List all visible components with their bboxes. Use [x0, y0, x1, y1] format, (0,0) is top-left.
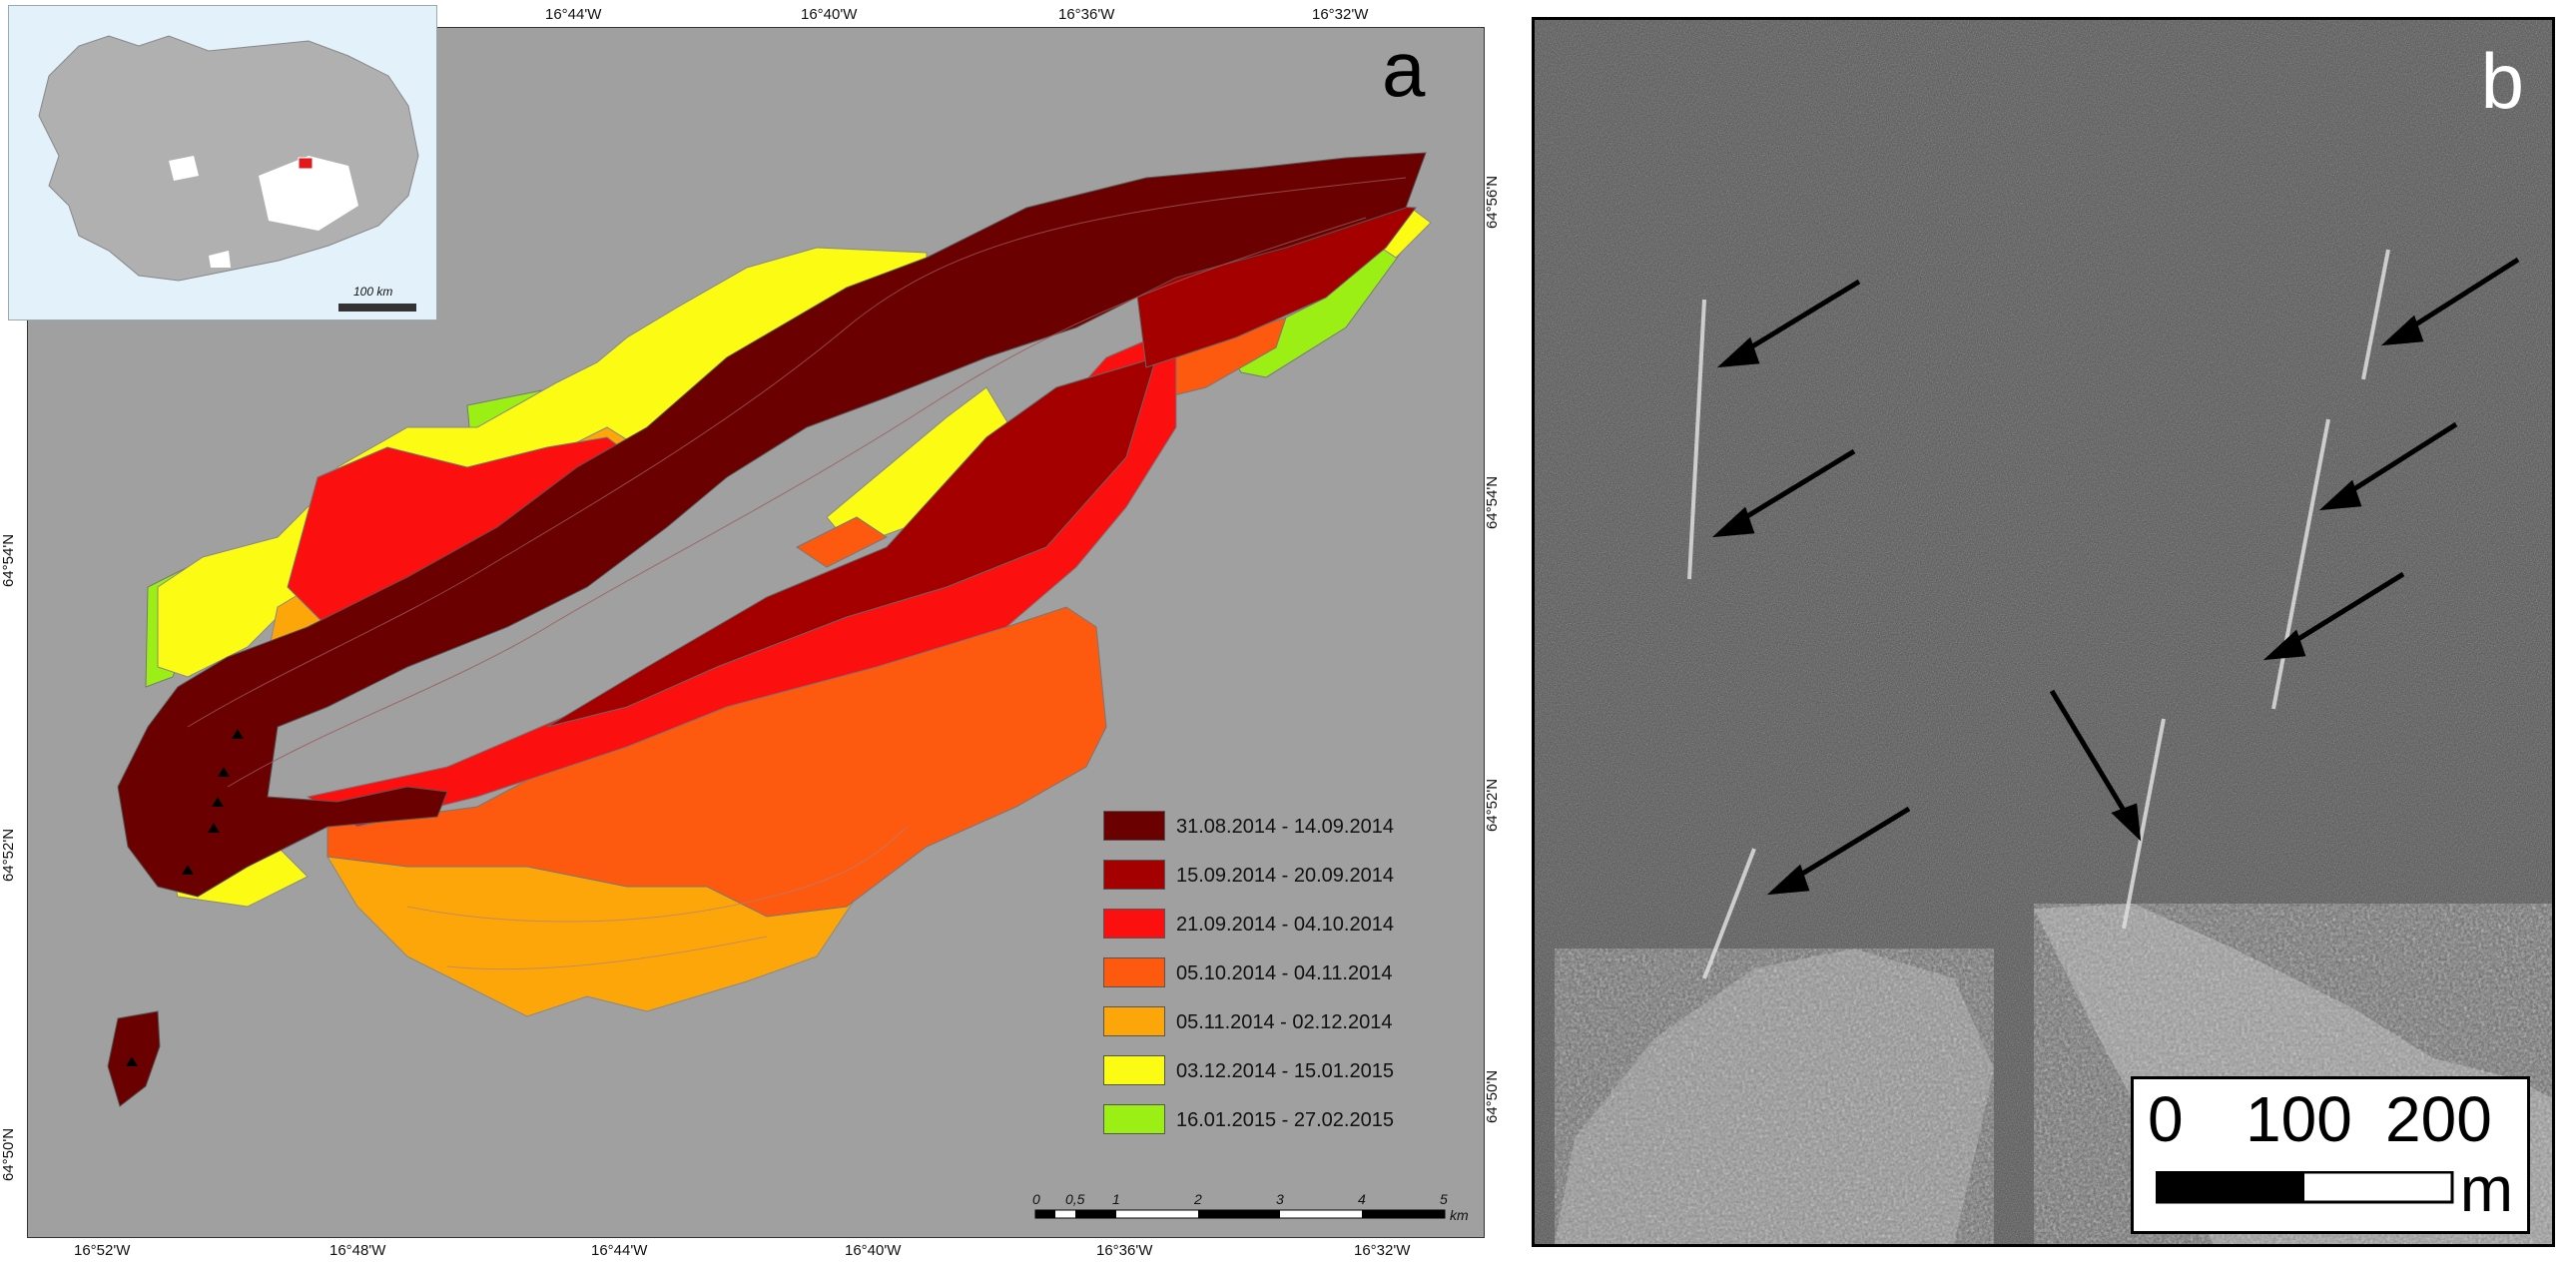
- vent-marker: [126, 1056, 138, 1066]
- right-lat-tick: 64°54'N: [1484, 475, 1502, 530]
- vent-marker: [208, 823, 220, 833]
- scale-bar-graphic: [2156, 1171, 2454, 1204]
- right-lat-tick: 64°50'N: [1484, 1069, 1502, 1124]
- flow-unit-darkestred: [117, 152, 1427, 898]
- legend-item: 15.09.2014 - 20.09.2014: [1103, 860, 1443, 890]
- arrow-icon: [2318, 421, 2458, 511]
- legend-item: 05.11.2014 - 02.12.2014: [1103, 1006, 1443, 1036]
- legend-item: 16.01.2015 - 27.02.2015: [1103, 1104, 1443, 1134]
- arrow-icon: [2049, 689, 2142, 842]
- inset-scale-label: 100 km: [353, 285, 392, 299]
- bottom-lon-tick: 16°52'W: [74, 1242, 131, 1259]
- flow-unit-darkorange: [796, 516, 888, 568]
- scale-label: 1: [1112, 1191, 1120, 1207]
- left-lat-tick: 64°54'N: [0, 533, 18, 588]
- legend-item: 05.10.2014 - 04.11.2014: [1103, 957, 1443, 987]
- flow-unit-darkestred: [107, 1010, 161, 1107]
- scale-label: 0,5: [1065, 1191, 1085, 1207]
- legend-item: 21.09.2014 - 04.10.2014: [1103, 909, 1443, 939]
- iceland-land: [38, 35, 419, 282]
- vent-marker: [212, 797, 224, 807]
- sar-image: [1535, 20, 2552, 1244]
- bright-lineament: [1702, 848, 1756, 979]
- study-area-marker: [298, 157, 314, 170]
- bottom-lon-tick: 16°44'W: [591, 1242, 648, 1259]
- legend-swatch: [1103, 957, 1165, 987]
- bottom-lon-tick: 16°36'W: [1096, 1242, 1153, 1259]
- legend-swatch: [1103, 1006, 1165, 1036]
- scale-label: 4: [1358, 1191, 1366, 1207]
- legend-label: 21.09.2014 - 04.10.2014: [1176, 914, 1394, 936]
- legend-swatch: [1103, 811, 1165, 841]
- legend-label: 03.12.2014 - 15.01.2015: [1176, 1060, 1394, 1082]
- legend-label: 15.09.2014 - 20.09.2014: [1176, 865, 1394, 887]
- sar-image-panel: b 0 100 200 m: [1532, 17, 2555, 1247]
- map-scale-bar: 0 0,5 1 2 3 4 5 km: [1032, 1191, 1469, 1223]
- legend-item: 31.08.2014 - 14.09.2014: [1103, 811, 1443, 841]
- top-lon-tick: 16°32'W: [1312, 6, 1369, 23]
- iceland-inset-map: 100 km: [8, 5, 437, 320]
- legend-swatch: [1103, 1055, 1165, 1085]
- arrow-icon: [1766, 806, 1911, 896]
- left-lat-tick: 64°52'N: [0, 828, 18, 883]
- glacier: [259, 156, 358, 231]
- scale-label: 5: [1440, 1191, 1448, 1207]
- bottom-lon-tick: 16°32'W: [1354, 1242, 1411, 1259]
- bright-lineament: [1687, 299, 1706, 580]
- bright-lineament: [2122, 718, 2166, 930]
- legend-swatch: [1103, 909, 1165, 939]
- arrow-icon: [1716, 279, 1861, 368]
- glacier: [209, 251, 231, 268]
- arrow-icon: [2380, 257, 2520, 346]
- scale-label: 2: [1193, 1191, 1202, 1207]
- scale-label: 100: [2246, 1083, 2352, 1155]
- bright-lineament: [2271, 418, 2330, 710]
- vent-marker: [218, 767, 230, 777]
- bright-lineament: [2361, 249, 2390, 380]
- scale-label: 3: [1276, 1191, 1284, 1207]
- arrow-icon: [1711, 448, 1856, 538]
- scale-label: 0: [1032, 1191, 1040, 1207]
- legend-label: 31.08.2014 - 14.09.2014: [1176, 816, 1394, 838]
- legend-label: 05.10.2014 - 04.11.2014: [1176, 962, 1393, 984]
- right-lat-tick: 64°52'N: [1484, 778, 1502, 833]
- image-scale-bar: 0 100 200 m: [2131, 1076, 2530, 1234]
- panel-b-letter: b: [2480, 37, 2524, 125]
- bottom-lon-tick: 16°48'W: [329, 1242, 386, 1259]
- scale-label: 200: [2385, 1083, 2492, 1155]
- inset-scale-bar: [338, 304, 416, 312]
- right-lat-tick: 64°56'N: [1484, 175, 1502, 230]
- legend-swatch: [1103, 860, 1165, 890]
- top-lon-tick: 16°40'W: [801, 6, 858, 23]
- lava-flow-field: [107, 152, 1432, 1107]
- glacier: [169, 156, 199, 181]
- left-lat-tick: 64°50'N: [0, 1127, 18, 1182]
- top-lon-tick: 16°44'W: [545, 6, 602, 23]
- scale-unit: km: [1450, 1207, 1469, 1223]
- vent-marker: [182, 865, 194, 875]
- bright-lava-lobe-left-texture: [1555, 949, 1994, 1244]
- arrow-icon: [2262, 571, 2405, 661]
- legend-label: 05.11.2014 - 02.12.2014: [1176, 1011, 1393, 1033]
- vent-marker: [232, 729, 244, 739]
- legend-item: 03.12.2014 - 15.01.2015: [1103, 1055, 1443, 1085]
- iceland-outline: 100 km: [38, 35, 419, 312]
- bottom-lon-tick: 16°40'W: [845, 1242, 902, 1259]
- top-lon-tick: 16°36'W: [1058, 6, 1115, 23]
- legend-swatch: [1103, 1104, 1165, 1134]
- scale-label: 0: [2148, 1083, 2184, 1155]
- legend-label: 16.01.2015 - 27.02.2015: [1176, 1109, 1394, 1131]
- panel-a-letter: a: [1382, 25, 1426, 113]
- scale-unit: m: [2459, 1153, 2513, 1225]
